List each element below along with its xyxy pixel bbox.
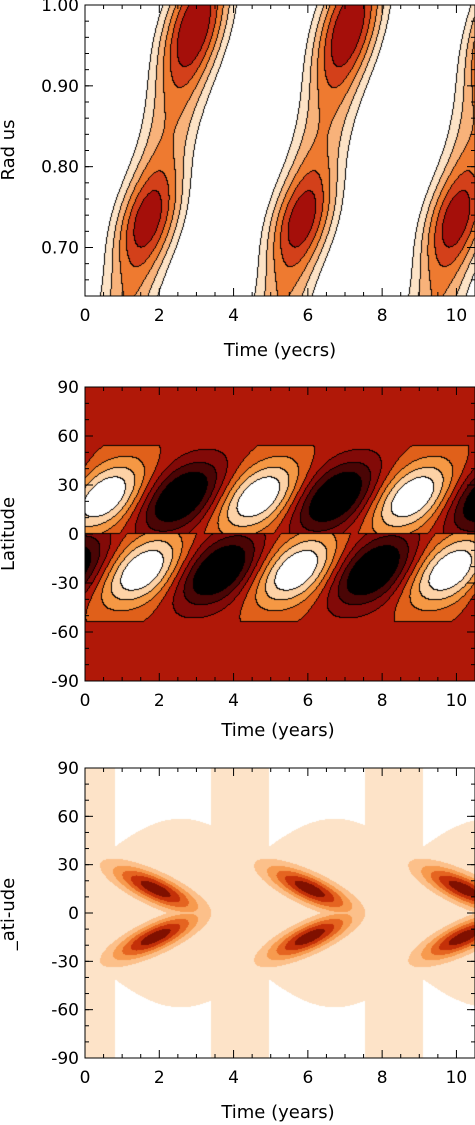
y-tick-label: 0.80 bbox=[41, 158, 79, 178]
y-tick-label: -30 bbox=[51, 952, 79, 972]
x-tick-label: 0 bbox=[80, 1068, 91, 1088]
y-tick-label: 0 bbox=[68, 525, 79, 545]
y-tick-label: 90 bbox=[57, 378, 79, 398]
y-tick-label: 30 bbox=[57, 476, 79, 496]
x-ticks: 0 2 4 6 8 10 bbox=[80, 768, 468, 1088]
panel-latitude-time-contours: 0 2 4 6 8 10 90 60 30 0 -30 -60 -90 Time (years) La… bbox=[0, 378, 475, 741]
x-tick-label: 4 bbox=[228, 1068, 239, 1088]
x-tick-label: 2 bbox=[154, 1068, 165, 1088]
x-tick-label: 4 bbox=[228, 691, 239, 711]
y-tick-label: -30 bbox=[51, 574, 79, 594]
x-axis-label: Time (yecrs) bbox=[223, 340, 336, 361]
y-tick-label: -60 bbox=[51, 1001, 79, 1021]
panel-radius-time: 0 2 4 6 8 10 0.70 0.80 0.90 1.00 Time (yecrs) Ra… bbox=[0, 0, 475, 361]
y-tick-label: -90 bbox=[51, 672, 79, 692]
x-tick-label: 8 bbox=[377, 1068, 388, 1088]
x-ticks: 0 2 4 6 8 10 bbox=[80, 387, 468, 711]
y-ticks: 90 60 30 0 -30 -60 -90 bbox=[51, 759, 475, 1069]
x-tick-label: 2 bbox=[154, 691, 165, 711]
y-tick-label: 30 bbox=[57, 856, 79, 876]
x-tick-label: 4 bbox=[228, 306, 239, 326]
x-tick-label: 8 bbox=[377, 306, 388, 326]
x-tick-label: 10 bbox=[446, 691, 468, 711]
panel-latitude-time-butterfly: 0 2 4 6 8 10 90 60 30 0 -30 -60 -90 Time (years) _a… bbox=[0, 759, 475, 1123]
latitude-time-contour-image bbox=[85, 387, 475, 681]
x-tick-label: 6 bbox=[302, 306, 313, 326]
y-axis-label: Latitude bbox=[0, 497, 19, 571]
y-tick-label: -60 bbox=[51, 623, 79, 643]
y-tick-label: 1.00 bbox=[41, 0, 79, 16]
radius-time-contour-image bbox=[85, 5, 475, 296]
x-axis-label: Time (years) bbox=[220, 1102, 334, 1123]
y-axis-label: _ati-ude bbox=[0, 878, 19, 952]
y-tick-label: 0 bbox=[68, 904, 79, 924]
y-ticks: 0.70 0.80 0.90 1.00 bbox=[41, 0, 475, 297]
y-tick-label: -90 bbox=[51, 1049, 79, 1069]
y-axis-label: Rad us bbox=[0, 119, 19, 180]
x-tick-label: 6 bbox=[302, 691, 313, 711]
x-tick-label: 6 bbox=[302, 1068, 313, 1088]
y-tick-label: 60 bbox=[57, 807, 79, 827]
butterfly-image bbox=[85, 768, 475, 1058]
y-tick-label: 60 bbox=[57, 427, 79, 447]
x-tick-label: 8 bbox=[377, 691, 388, 711]
x-tick-label: 10 bbox=[446, 306, 468, 326]
x-tick-label: 0 bbox=[80, 306, 91, 326]
y-ticks: 90 60 30 0 -30 -60 -90 bbox=[51, 378, 475, 692]
y-tick-label: 90 bbox=[57, 759, 79, 779]
y-tick-label: 0.70 bbox=[41, 239, 79, 259]
x-ticks: 0 2 4 6 8 10 bbox=[80, 5, 468, 326]
x-tick-label: 2 bbox=[154, 306, 165, 326]
x-tick-label: 10 bbox=[446, 1068, 468, 1088]
x-axis-label: Time (years) bbox=[220, 720, 334, 741]
y-tick-label: 0.90 bbox=[41, 77, 79, 97]
x-tick-label: 0 bbox=[80, 691, 91, 711]
